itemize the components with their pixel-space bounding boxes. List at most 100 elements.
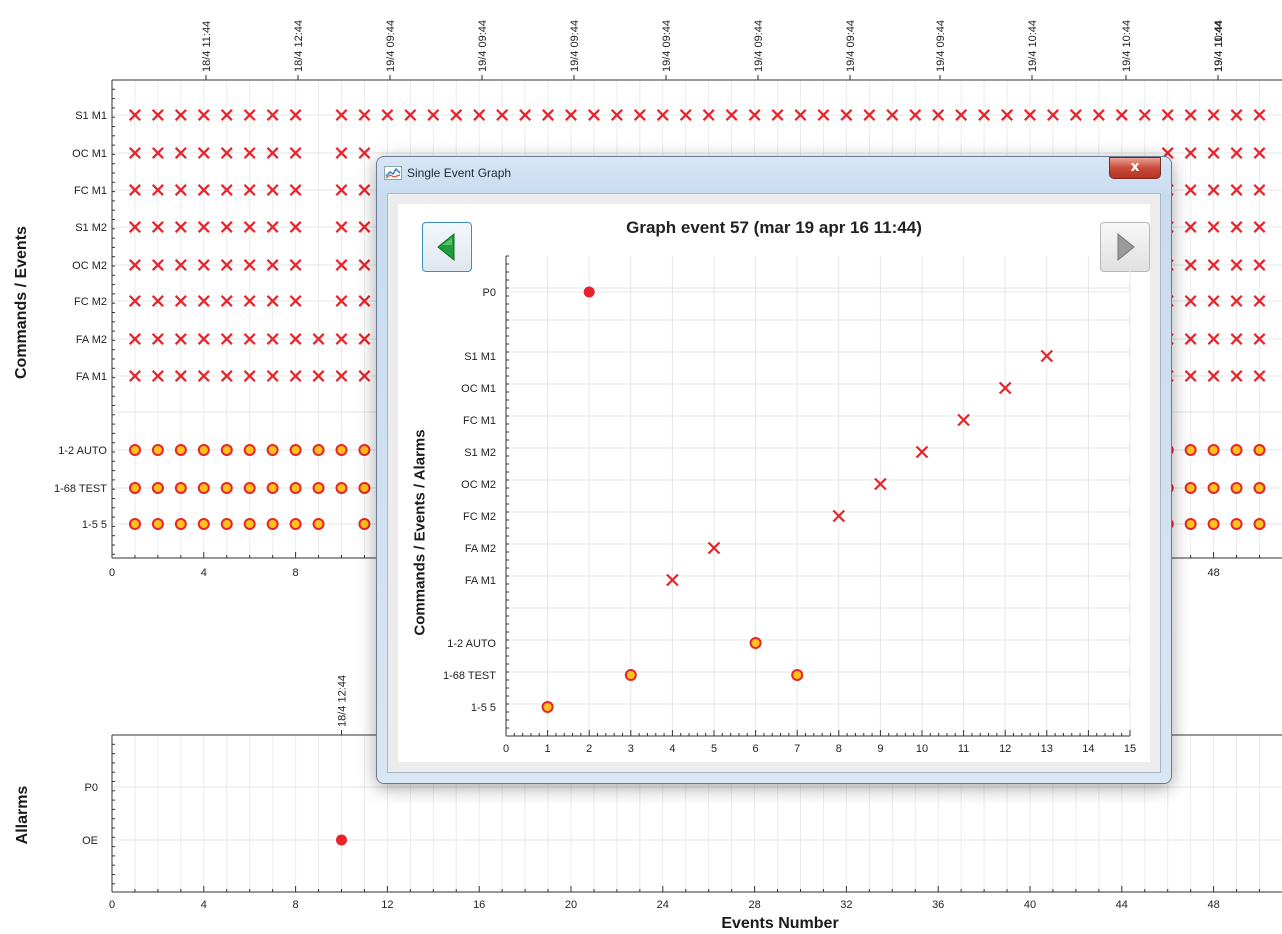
y-category-label: FA M2 [76, 334, 107, 346]
x-marker [197, 370, 210, 382]
x-tick-label: 48 [1207, 567, 1219, 579]
ring-marker [174, 444, 187, 456]
x-tick-label: 8 [293, 567, 299, 579]
alarms-y-axis-label: Allarms [14, 785, 31, 845]
x-marker [909, 109, 922, 121]
x-marker [381, 109, 394, 121]
single-event-graph-dialog[interactable]: Single Event Graph x Graph event 57 (mar… [376, 156, 1172, 784]
y-category-label: 1-2 AUTO [58, 445, 107, 457]
ring-marker [312, 518, 325, 530]
x-marker [151, 147, 164, 159]
top-time-label: 19/4 09:44 [753, 20, 765, 72]
x-marker [1230, 333, 1243, 345]
x-marker [243, 370, 256, 382]
x-marker [1230, 221, 1243, 233]
x-marker [1230, 184, 1243, 196]
arrow-right-icon [1117, 232, 1135, 262]
x-marker [243, 295, 256, 307]
x-marker [1230, 109, 1243, 121]
x-marker [289, 109, 302, 121]
x-marker [335, 184, 348, 196]
x-tick-label: 4 [201, 899, 207, 911]
x-marker [174, 333, 187, 345]
x-marker [289, 184, 302, 196]
close-icon: x [1130, 159, 1140, 175]
x-marker [197, 147, 210, 159]
x-marker [128, 259, 141, 271]
x-marker [220, 259, 233, 271]
x-marker [289, 147, 302, 159]
x-marker [266, 221, 279, 233]
x-marker [151, 295, 164, 307]
x-tick-label: 7 [794, 743, 800, 755]
x-marker [473, 109, 486, 121]
top-time-label: 19/4 10:44 [1027, 20, 1039, 72]
arrow-left-icon [437, 232, 455, 262]
top-time-label: 19/4 11:44 [1213, 21, 1225, 72]
x-marker [151, 184, 164, 196]
x-marker [863, 109, 876, 121]
top-time-label: 19/4 09:44 [935, 20, 947, 72]
ring-marker [174, 482, 187, 494]
x-marker [220, 184, 233, 196]
ring-marker [335, 482, 348, 494]
y-category-label: P0 [85, 782, 98, 794]
ring-marker [197, 518, 210, 530]
y-category-label: S1 M1 [464, 351, 496, 363]
top-time-label: 19/4 09:44 [569, 20, 581, 72]
x-marker [1184, 259, 1197, 271]
x-marker [817, 109, 830, 121]
x-marker [335, 259, 348, 271]
x-marker [886, 109, 899, 121]
ring-marker [358, 444, 371, 456]
x-marker [174, 259, 187, 271]
x-tick-label: 2 [586, 743, 592, 755]
x-marker [151, 109, 164, 121]
x-tick-label: 12 [381, 899, 393, 911]
y-category-label: S1 M2 [464, 447, 496, 459]
x-marker [1253, 295, 1266, 307]
x-marker [358, 221, 371, 233]
x-marker [335, 295, 348, 307]
ring-marker [1253, 482, 1266, 494]
x-marker [633, 109, 646, 121]
dialog-titlebar[interactable]: Single Event Graph x [377, 157, 1171, 189]
ring-marker [1207, 482, 1220, 494]
x-tick-label: 20 [565, 899, 577, 911]
y-category-label: OE [82, 835, 98, 847]
x-marker [1253, 333, 1266, 345]
ring-marker [541, 701, 554, 713]
y-category-label: OC M1 [461, 383, 496, 395]
x-marker [610, 109, 623, 121]
graph-app-icon [384, 166, 402, 180]
x-tick-label: 6 [753, 743, 759, 755]
x-marker [1040, 349, 1054, 363]
close-button[interactable]: x [1109, 157, 1161, 179]
x-marker [174, 109, 187, 121]
x-marker [312, 370, 325, 382]
y-category-label: FC M2 [463, 511, 496, 523]
x-marker [266, 109, 279, 121]
y-category-label: S1 M1 [75, 110, 107, 122]
x-marker [679, 109, 692, 121]
top-time-label: 19/4 09:44 [845, 20, 857, 72]
ring-marker [197, 444, 210, 456]
y-category-label: S1 M2 [75, 222, 107, 234]
dialog-y-axis-label: Commands / Events / Alarms [411, 429, 429, 636]
main-y-axis-label: Commands / Events [13, 226, 30, 379]
ring-marker [289, 482, 302, 494]
x-marker [771, 109, 784, 121]
x-tick-label: 40 [1024, 899, 1036, 911]
x-tick-label: 32 [840, 899, 852, 911]
y-category-label: FA M1 [465, 575, 496, 587]
next-event-button[interactable] [1100, 222, 1150, 272]
x-marker [197, 295, 210, 307]
ring-marker [1184, 518, 1197, 530]
ring-marker [289, 444, 302, 456]
x-marker [1230, 147, 1243, 159]
top-time-label: 19/4 10:44 [1213, 20, 1225, 72]
x-marker [289, 295, 302, 307]
y-category-label: 1-68 TEST [54, 483, 107, 495]
previous-event-button[interactable] [422, 222, 472, 272]
